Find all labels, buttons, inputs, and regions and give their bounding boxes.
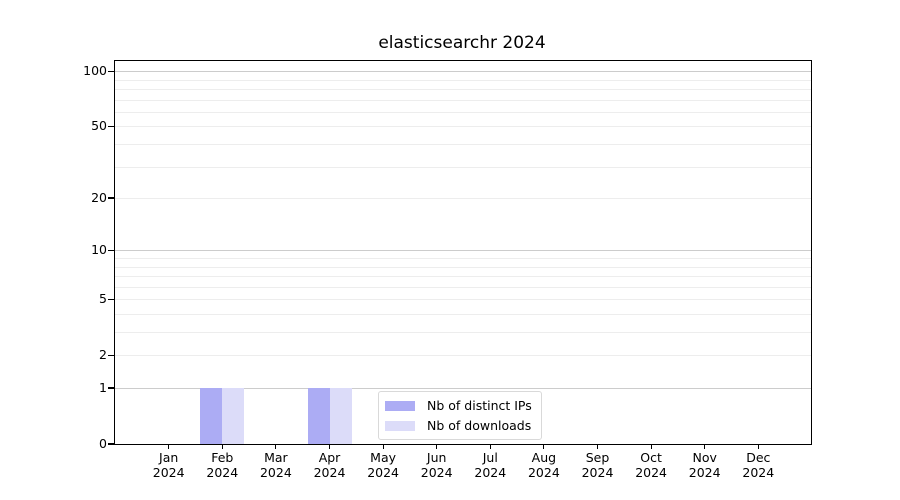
gridline-minor <box>115 111 811 113</box>
chart-title: elasticsearchr 2024 <box>378 33 546 53</box>
x-tick-month: Jun <box>426 450 447 465</box>
gridline-minor <box>115 99 811 101</box>
x-tick-label: Feb 2024 <box>190 450 254 480</box>
gridline-minor <box>115 276 811 278</box>
x-tick-month: Aug <box>531 450 557 465</box>
legend-swatch-distinct-ips <box>385 400 415 411</box>
gridline-minor <box>115 79 811 81</box>
x-tick-month: Apr <box>318 450 341 465</box>
x-tick-year: 2024 <box>420 465 453 480</box>
y-tick-label: 0 <box>99 436 107 451</box>
gridline-minor <box>115 332 811 334</box>
y-tick-label: 10 <box>91 242 107 258</box>
bar-distinct-ips <box>200 388 223 444</box>
x-tick-month: Sep <box>585 450 610 465</box>
gridline-minor <box>115 299 811 301</box>
x-tick-label: Dec 2024 <box>726 450 790 480</box>
x-tick-year: 2024 <box>367 465 399 480</box>
x-tick-mark <box>596 444 599 449</box>
x-tick-year: 2024 <box>527 465 560 480</box>
y-tick-label: 100 <box>83 63 107 79</box>
gridline-major <box>115 71 811 73</box>
x-tick-month: Jul <box>482 450 498 465</box>
x-tick-mark <box>328 444 331 449</box>
legend: Nb of distinct IPs Nb of downloads <box>378 391 542 440</box>
x-tick-month: Jan <box>159 450 179 465</box>
y-tick-mark <box>108 387 114 389</box>
y-tick-label: 20 <box>91 190 107 206</box>
x-tick-month: Oct <box>640 450 662 465</box>
bar-downloads <box>222 388 245 444</box>
x-tick-mark <box>704 444 706 449</box>
x-tick-mark <box>650 444 652 449</box>
x-tick-month: Feb <box>211 450 234 465</box>
gridline-minor <box>115 355 811 357</box>
x-tick-month: Mar <box>264 450 288 465</box>
gridline-minor <box>115 286 811 288</box>
gridline-minor <box>115 126 811 128</box>
x-tick-label: Jun 2024 <box>405 450 469 480</box>
x-tick-year: 2024 <box>474 465 507 480</box>
legend-item-distinct-ips: Nb of distinct IPs <box>385 397 532 414</box>
x-tick-year: 2024 <box>152 465 185 480</box>
x-tick-mark <box>757 444 759 449</box>
gridline-minor <box>115 144 811 146</box>
x-tick-label: Mar 2024 <box>244 450 308 480</box>
y-tick-mark <box>108 125 114 127</box>
x-tick-year: 2024 <box>635 465 667 480</box>
gridline-minor <box>115 313 811 315</box>
legend-swatch-downloads <box>385 420 415 431</box>
y-tick-mark <box>108 197 114 199</box>
legend-item-downloads: Nb of downloads <box>385 417 532 434</box>
gridline-minor <box>115 166 811 168</box>
x-tick-mark <box>275 444 277 449</box>
y-tick-label: 50 <box>91 118 107 134</box>
gridline-minor <box>115 258 811 259</box>
gridline-minor <box>115 198 811 200</box>
gridline-major <box>115 250 811 252</box>
gridline-minor <box>115 89 811 91</box>
y-tick-label: 1 <box>99 380 107 395</box>
y-tick-label: 5 <box>99 291 107 307</box>
legend-label-downloads: Nb of downloads <box>427 417 532 433</box>
y-tick-mark <box>108 249 114 251</box>
x-tick-label: Nov 2024 <box>673 450 737 480</box>
legend-label-distinct-ips: Nb of distinct IPs <box>427 397 532 413</box>
y-tick-label: 2 <box>99 347 107 363</box>
x-tick-year: 2024 <box>313 465 346 480</box>
x-tick-year: 2024 <box>742 465 775 480</box>
x-tick-label: Oct 2024 <box>619 450 683 480</box>
x-tick-label: May 2024 <box>351 450 415 480</box>
x-tick-mark <box>382 444 384 449</box>
x-tick-label: Jan 2024 <box>137 450 201 480</box>
x-tick-mark <box>543 444 545 449</box>
bar-downloads <box>329 388 352 444</box>
y-tick-mark <box>108 354 114 356</box>
x-tick-mark <box>436 444 438 449</box>
x-tick-mark <box>221 444 223 449</box>
x-tick-label: Aug 2024 <box>512 450 576 480</box>
x-tick-mark <box>168 444 170 449</box>
y-tick-mark <box>108 70 114 72</box>
y-tick-mark <box>108 298 114 300</box>
plot-area: Nb of distinct IPs Nb of downloads 100 50… <box>83 60 812 480</box>
gridline-minor <box>115 266 811 268</box>
gridline-major <box>115 388 811 389</box>
x-tick-label: Sep 2024 <box>566 450 630 480</box>
x-tick-label: Apr 2024 <box>298 450 362 480</box>
x-tick-year: 2024 <box>688 465 721 480</box>
x-tick-year: 2024 <box>259 465 292 480</box>
y-tick-mark <box>108 443 114 445</box>
x-tick-year: 2024 <box>581 465 614 480</box>
x-tick-year: 2024 <box>206 465 239 480</box>
bar-distinct-ips <box>307 388 330 444</box>
x-tick-mark <box>489 444 491 449</box>
x-tick-month: May <box>370 450 397 465</box>
x-tick-label: Jul 2024 <box>458 450 522 480</box>
x-tick-month: Nov <box>692 450 717 465</box>
x-tick-month: Dec <box>746 450 771 465</box>
